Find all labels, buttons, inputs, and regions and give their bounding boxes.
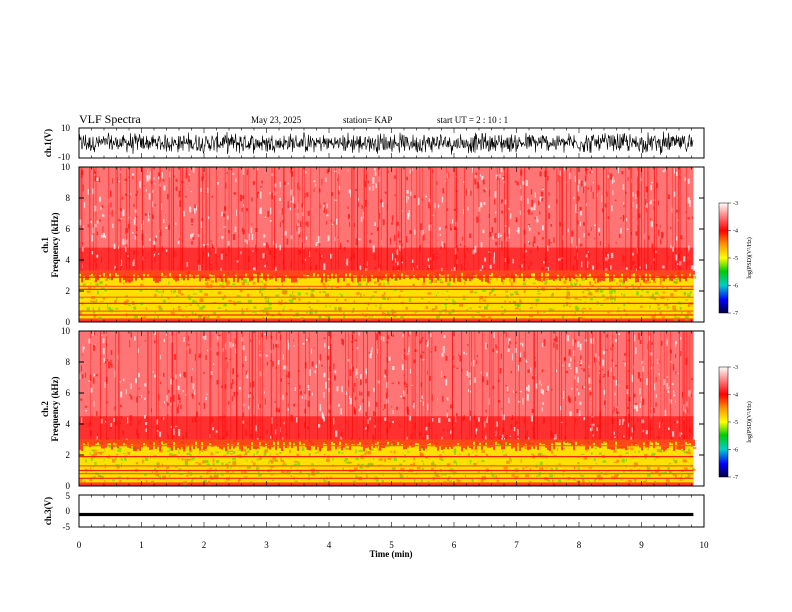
ch1-spec-ylabel-freq: Frequency (kHz) [50,212,60,277]
ch2-spec-ytick-2: 4 [66,419,71,429]
ch3-level-band [79,512,694,517]
ch2-spec-ytick-0: 0 [66,481,71,491]
figure-title: VLF Spectra [79,112,141,126]
ch3-ytick-bottom: -5 [63,522,71,532]
ch1-spec-ytick-2: 4 [66,255,71,265]
time-axis-ticks: 0 1 2 3 4 5 6 7 8 9 10 [77,128,709,550]
time-tick-6: 6 [452,540,457,550]
time-axis-label: Time (min) [369,549,412,559]
time-tick-7: 7 [514,540,519,550]
ch1-spectrogram-image [79,167,697,322]
ch3-trace [79,512,694,517]
station-label: station= KAP [343,115,392,125]
ch1-spec-upper-region [79,167,694,248]
time-tick-1: 1 [139,540,144,550]
ch3-ylabel: ch.3(V) [43,497,53,525]
ch2-spec-ylabel-ch: ch.2 [40,401,50,417]
ch1-spec-cb-tick-3: -6 [733,284,738,290]
ch1-spec-cb-tick-2: -5 [733,256,738,262]
time-tick-0: 0 [77,540,82,550]
time-tick-5: 5 [389,540,394,550]
ch2-spec-narrowband-lines [79,445,694,484]
ch1-spec-sferics [80,167,687,271]
ch2-colorbar: -3 -4 -5 -6 -7 log(PSD)(V²/Hz) [718,365,753,481]
ch3-ytick-top: 5 [66,491,71,501]
ch1-spec-cb-tick-1: -4 [733,229,738,235]
time-tick-10: 10 [700,540,710,550]
ch2-spec-cb-label: log(PSD)(V²/Hz) [746,401,753,442]
ch1-trace [79,131,694,155]
ch2-spec-cb-tick-4: -7 [733,475,738,481]
ch2-spec-speckle [79,331,695,445]
ch1-ylabel: ch.1(V) [43,129,53,157]
ch1-colorbar: -3 -4 -5 -6 -7 log(PSD)(V²/Hz) [718,201,753,317]
ch2-spectrogram-image [79,331,697,486]
ch1-spec-ytick-5: 10 [61,162,71,172]
ch3-ytick-mid: 0 [66,506,71,516]
ch3-timeseries-panel: 5 0 -5 ch.3(V) [43,491,705,532]
time-tick-3: 3 [264,540,269,550]
ch1-spec-ytick-4: 8 [66,193,71,203]
ch2-spec-cb-tick-3: -6 [733,448,738,454]
ch2-spec-cb-tick-2: -5 [733,420,738,426]
time-tick-9: 9 [639,540,644,550]
ch2-spec-ytick-5: 10 [61,326,71,336]
ch1-spec-colorbar-gradient [718,202,729,314]
ch2-spec-ylabel-freq: Frequency (kHz) [50,376,60,441]
ch1-ytick-top: 10 [61,123,71,133]
ch1-ytick-bottom: -10 [58,152,70,162]
ch1-spec-narrowband-lines [79,276,694,320]
start-time-label: start UT = 2 : 10 : 1 [437,115,508,125]
ch2-spec-ytick-3: 6 [66,388,71,398]
ch2-spec-sferics [90,331,694,440]
ch1-spec-cb-label: log(PSD)(V²/Hz) [746,237,753,278]
ch1-spec-ylabel-ch: ch.1 [40,237,50,253]
ch1-spec-ytick-1: 2 [66,286,71,296]
time-tick-2: 2 [202,540,207,550]
ch1-timeseries-panel: 10 -10 ch.1(V) [43,123,705,162]
ch2-spec-cb-tick-0: -3 [733,365,738,371]
ch2-spec-ytick-1: 2 [66,450,71,460]
date-label: May 23, 2025 [251,115,302,125]
ch1-waveform-line [79,131,694,155]
ch2-spectrogram-panel: 0 2 4 6 8 10 ch.2 Frequency (kHz) -3 -4 -5 -6 -7 l… [40,326,753,491]
ch1-spectrogram-panel: 0 2 4 6 8 10 ch.1 Frequency (kHz) -3 -4 -5 -6 -7 l… [40,162,753,327]
ch1-spec-cb-tick-4: -7 [733,311,738,317]
ch2-spec-ytick-4: 8 [66,357,71,367]
ch1-spec-cb-tick-0: -3 [733,201,738,207]
ch2-spec-colorbar-gradient [718,366,729,478]
ch1-spec-ytick-0: 0 [66,317,71,327]
time-tick-8: 8 [577,540,582,550]
ch1-spec-ytick-3: 6 [66,224,71,234]
ch2-spec-cb-tick-1: -4 [733,393,738,399]
time-tick-4: 4 [327,540,332,550]
